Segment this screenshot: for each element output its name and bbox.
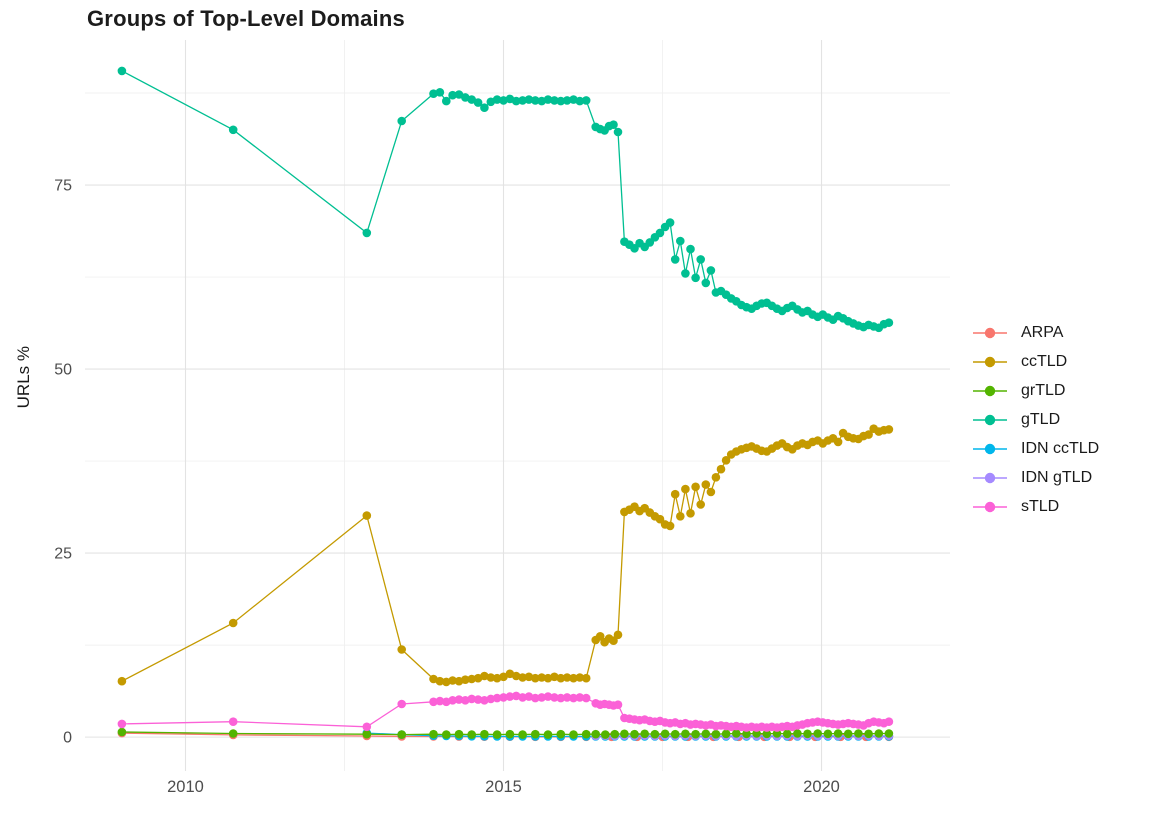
x-tick-label: 2010	[167, 778, 204, 796]
x-tick-label: 2015	[485, 778, 522, 796]
series-line	[121, 427, 890, 683]
x-axis-tick-labels: 2010 2015 2020	[167, 778, 840, 796]
legend-label: ccTLD	[1021, 352, 1068, 370]
legend-key-icon	[973, 443, 1007, 454]
legend-key-icon	[973, 327, 1007, 338]
legend-label: IDN ccTLD	[1021, 439, 1100, 457]
series-points	[117, 424, 894, 687]
gridlines-major	[85, 40, 950, 771]
legend: ARPA ccTLD grTLD gTLD IDN ccTLD IDN gTLD sTLD	[972, 318, 1099, 521]
series-ccTLD	[117, 424, 894, 687]
x-tick-label: 2020	[803, 778, 840, 796]
legend-label: IDN gTLD	[1021, 468, 1093, 486]
legend-label: gTLD	[1021, 410, 1061, 428]
y-tick-label: 50	[54, 362, 72, 379]
legend-key-icon	[973, 385, 1007, 396]
series-grTLD	[117, 727, 894, 739]
legend-item-IDN-gTLD: IDN gTLD	[972, 463, 1099, 492]
y-axis-title: URLs %	[14, 346, 33, 409]
legend-label: ARPA	[1021, 323, 1064, 341]
legend-key-icon	[973, 472, 1007, 483]
legend-item-gTLD: gTLD	[972, 405, 1099, 434]
y-tick-label: 75	[54, 178, 72, 195]
y-axis-tick-labels: 0 25 50 75	[54, 178, 72, 747]
series-points	[117, 727, 894, 739]
legend-item-sTLD: sTLD	[972, 492, 1099, 521]
legend-key-icon	[973, 501, 1007, 512]
legend-item-grTLD: grTLD	[972, 376, 1099, 405]
y-tick-label: 25	[54, 546, 72, 563]
series-sTLD	[117, 691, 894, 732]
legend-item-ccTLD: ccTLD	[972, 347, 1099, 376]
chart-title: Groups of Top-Level Domains	[87, 6, 405, 31]
series-line	[121, 70, 890, 329]
series-points	[117, 66, 894, 333]
series-points	[117, 691, 894, 732]
legend-key-icon	[973, 356, 1007, 367]
legend-label: grTLD	[1021, 381, 1066, 399]
legend-item-ARPA: ARPA	[972, 318, 1099, 347]
gridlines-minor	[85, 40, 950, 771]
legend-item-IDN-ccTLD: IDN ccTLD	[972, 434, 1099, 463]
legend-label: sTLD	[1021, 497, 1060, 515]
legend-key-icon	[973, 414, 1007, 425]
series-gTLD	[117, 66, 894, 333]
y-tick-label: 0	[63, 730, 72, 747]
